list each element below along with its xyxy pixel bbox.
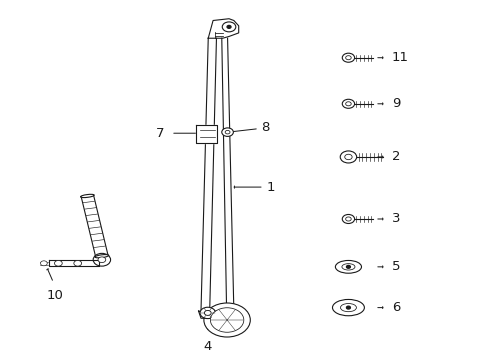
Ellipse shape [332, 300, 364, 316]
Circle shape [54, 260, 62, 266]
Text: 9: 9 [391, 97, 400, 110]
Ellipse shape [81, 194, 94, 198]
Circle shape [226, 26, 230, 28]
Ellipse shape [341, 264, 354, 270]
Ellipse shape [340, 303, 356, 312]
Circle shape [345, 102, 350, 106]
Circle shape [222, 128, 233, 136]
Circle shape [342, 99, 354, 108]
Text: 10: 10 [46, 289, 63, 302]
Circle shape [345, 217, 350, 221]
Polygon shape [49, 260, 99, 266]
Polygon shape [208, 19, 238, 38]
Text: 8: 8 [261, 121, 269, 134]
Polygon shape [198, 311, 237, 318]
Text: 1: 1 [265, 181, 274, 194]
Ellipse shape [335, 260, 361, 273]
Circle shape [345, 56, 350, 60]
Circle shape [41, 261, 47, 266]
Circle shape [344, 154, 351, 160]
Circle shape [346, 265, 350, 268]
Circle shape [204, 310, 211, 315]
Text: 11: 11 [391, 51, 408, 64]
Circle shape [74, 260, 81, 266]
Text: 7: 7 [156, 127, 164, 140]
Text: 4: 4 [203, 339, 211, 352]
Circle shape [98, 257, 105, 262]
Circle shape [342, 53, 354, 62]
Circle shape [222, 22, 235, 32]
Polygon shape [196, 125, 217, 143]
Text: 3: 3 [391, 212, 400, 225]
Circle shape [203, 303, 250, 337]
Circle shape [200, 307, 215, 319]
Circle shape [210, 308, 244, 332]
Text: 6: 6 [391, 301, 400, 314]
Polygon shape [81, 195, 108, 257]
Ellipse shape [95, 255, 108, 258]
Circle shape [340, 151, 356, 163]
Circle shape [93, 253, 110, 266]
Text: 5: 5 [391, 260, 400, 273]
Text: 2: 2 [391, 150, 400, 163]
Circle shape [342, 215, 354, 224]
Circle shape [346, 306, 350, 309]
Circle shape [224, 130, 229, 134]
